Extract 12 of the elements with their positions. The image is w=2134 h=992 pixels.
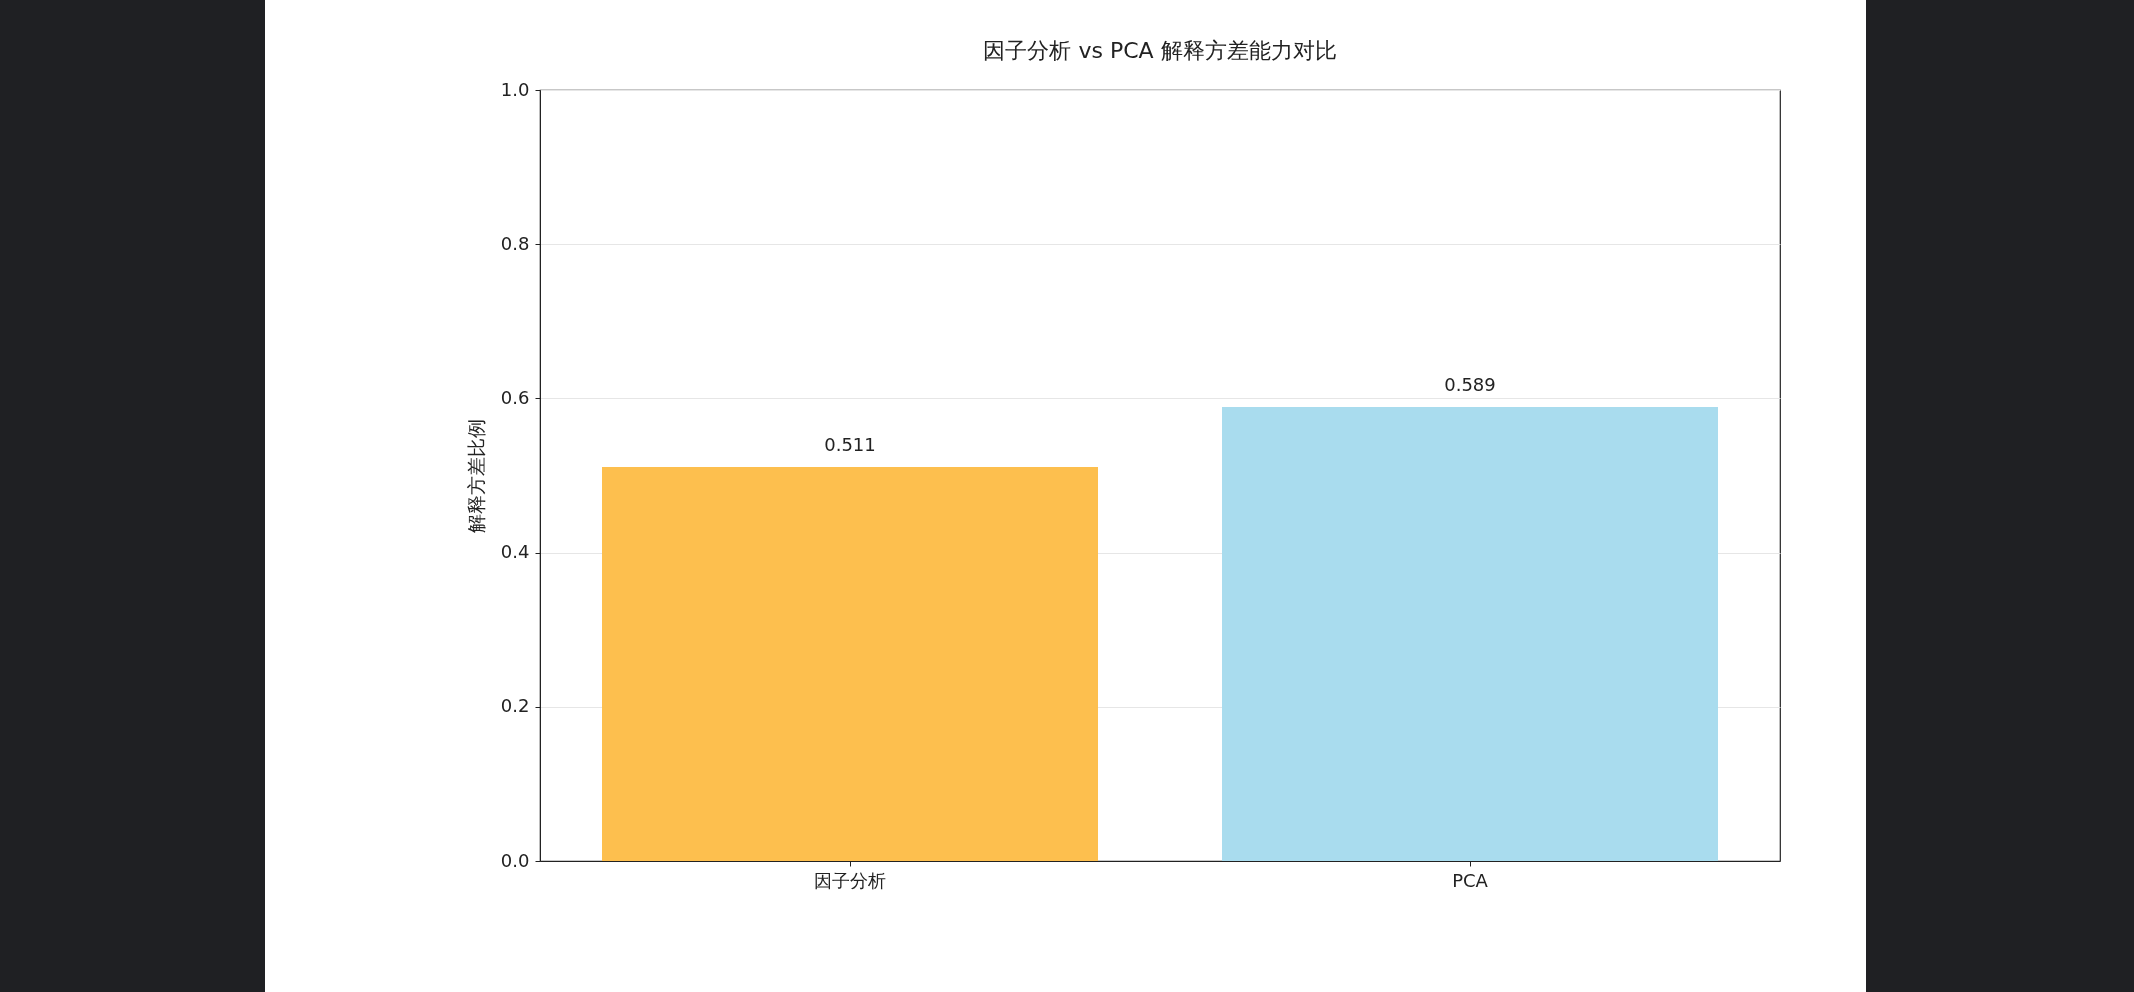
x-tick-label: 因子分析 <box>814 869 886 891</box>
x-tick-label: PCA <box>1452 869 1489 891</box>
chart-title: 因子分析 vs PCA 解释方差能力对比 <box>983 38 1337 63</box>
y-tick-label: 0.8 <box>500 232 530 254</box>
data-label: 0.511 <box>824 434 876 456</box>
y-tick-label: 0.2 <box>500 695 530 717</box>
y-tick-label: 0.0 <box>500 849 530 871</box>
y-axis-title: 解释方差比例 <box>464 419 487 533</box>
y-tick-label: 0.4 <box>500 541 530 563</box>
data-label: 0.589 <box>1444 373 1496 395</box>
y-tick-label: 0.6 <box>500 386 530 408</box>
y-tick-label: 1.0 <box>500 78 530 100</box>
